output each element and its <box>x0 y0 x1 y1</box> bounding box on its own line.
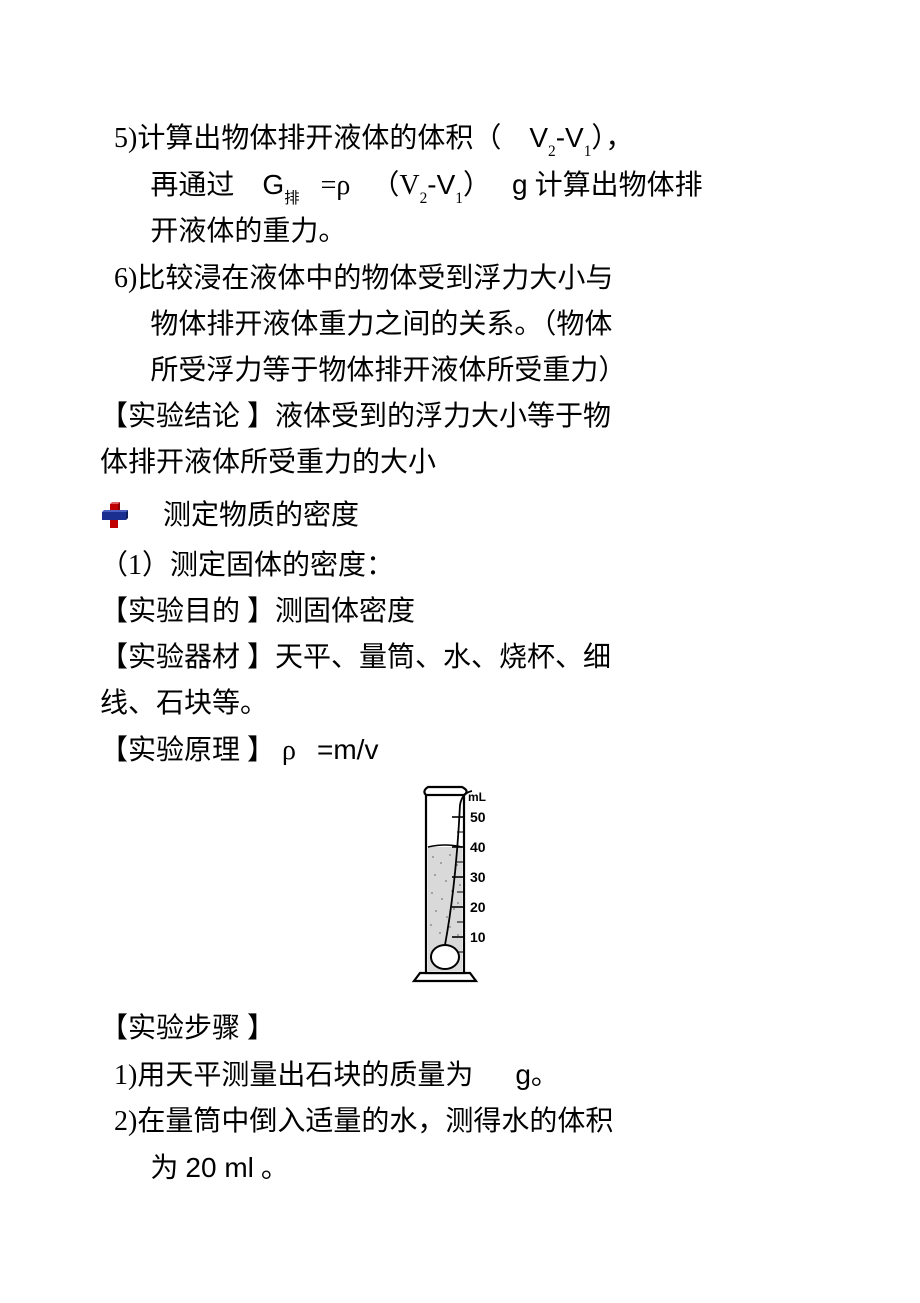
text: 2)在量筒中倒入适量的水，测得水的体积 <box>114 1106 613 1137</box>
document-body: 5)计算出物体排开液体的体积（ V2-V1）， 再通过 G排 =ρ （V2-V1… <box>100 115 820 1193</box>
step-5-line-3: 开液体的重力。 <box>100 209 820 255</box>
graduated-cylinder-icon: mL 50 40 30 20 10 <box>400 785 520 985</box>
text-gap <box>508 123 522 154</box>
tick-10: 10 <box>470 929 486 945</box>
var-v: V <box>529 122 548 153</box>
eq-rho: =ρ <box>321 170 351 201</box>
text: 线、石块等。 <box>100 688 268 719</box>
conclusion-line-2: 体排开液体所受重力的大小 <box>100 440 820 486</box>
text-gap <box>480 1060 508 1091</box>
text: 体排开液体所受重力的大小 <box>100 447 436 478</box>
text: （1）测定固体的密度： <box>100 550 394 581</box>
text: 计算出物体排 <box>535 170 703 201</box>
text-gap <box>498 170 505 201</box>
text: 再通过 <box>150 170 234 201</box>
formula: =m/v <box>317 734 378 765</box>
section-title: 测定物质的密度 <box>163 493 359 539</box>
unit-label: mL <box>468 790 486 804</box>
exp-equip-2: 线、石块等。 <box>100 681 820 727</box>
text: ）， <box>591 123 633 154</box>
text-gap <box>357 170 364 201</box>
text-gap <box>142 493 149 539</box>
plus-3d-icon <box>100 502 128 530</box>
sub-1-title: （1）测定固体的密度： <box>100 543 820 589</box>
exp-goal: 【实验目的 】测固体密度 <box>100 589 820 635</box>
text: 1)用天平测量出石块的质量为 <box>114 1060 473 1091</box>
step-6-line-1: 6)比较浸在液体中的物体受到浮力大小与 <box>100 256 820 302</box>
cylinder-figure: mL 50 40 30 20 10 <box>100 785 820 1000</box>
exp-equip-1: 【实验器材 】天平、量筒、水、烧杯、细 <box>100 635 820 681</box>
text: 【实验步骤 】 <box>100 1013 275 1044</box>
section-heading: 测定物质的密度 <box>100 493 820 539</box>
paren-close: ） <box>463 170 491 201</box>
step-2-line-1: 2)在量筒中倒入适量的水，测得水的体积 <box>100 1099 820 1145</box>
sub-2: 2 <box>420 190 428 207</box>
sub-1: 1 <box>584 143 592 160</box>
exp-steps-head: 【实验步骤 】 <box>100 1006 820 1052</box>
step-5-line-2: 再通过 G排 =ρ （V2-V1） g 计算出物体排 <box>100 162 820 209</box>
text-gap <box>303 735 310 766</box>
tick-30: 30 <box>470 869 486 885</box>
text: 为 <box>150 1153 178 1184</box>
var-g: g。 <box>515 1059 559 1090</box>
text: 。 <box>261 1153 289 1184</box>
text-gap <box>241 170 255 201</box>
paren: （V <box>371 170 419 201</box>
text-gap <box>307 170 314 201</box>
var-minus-v: -V <box>427 169 455 200</box>
text: 【实验原理 】 <box>100 735 275 766</box>
sub-pai: 排 <box>284 190 299 207</box>
step-1: 1)用天平测量出石块的质量为 g。 <box>100 1052 820 1099</box>
conclusion-line-1: 【实验结论 】液体受到的浮力大小等于物 <box>100 394 820 440</box>
text: 开液体的重力。 <box>150 216 346 247</box>
text: 6)比较浸在液体中的物体受到浮力大小与 <box>114 263 613 294</box>
tick-50: 50 <box>470 809 486 825</box>
step-2-line-2: 为 20 ml 。 <box>100 1145 820 1192</box>
text: 所受浮力等于物体排开液体所受重力） <box>150 355 626 386</box>
tick-40: 40 <box>470 839 486 855</box>
text: 5)计算出物体排开液体的体积（ <box>114 123 501 154</box>
tick-20: 20 <box>470 899 486 915</box>
text: 【实验目的 】测固体密度 <box>100 596 415 627</box>
text: 【实验结论 】液体受到的浮力大小等于物 <box>100 401 611 432</box>
rho: ρ <box>282 735 296 766</box>
text: 【实验器材 】天平、量筒、水、烧杯、细 <box>100 642 611 673</box>
text: 物体排开液体重力之间的关系。（物体 <box>150 309 612 340</box>
step-6-line-3: 所受浮力等于物体排开液体所受重力） <box>100 348 820 394</box>
sub-1: 1 <box>455 190 463 207</box>
value-20ml: 20 ml <box>185 1152 253 1183</box>
var-g: G <box>262 169 284 200</box>
step-6-line-2: 物体排开液体重力之间的关系。（物体 <box>100 302 820 348</box>
exp-principle: 【实验原理 】 ρ =m/v <box>100 727 820 774</box>
sub-2: 2 <box>548 143 556 160</box>
var-g-lower: g <box>512 169 528 200</box>
step-5-line-1: 5)计算出物体排开液体的体积（ V2-V1）， <box>100 115 820 162</box>
var-minus-v: -V <box>556 122 584 153</box>
